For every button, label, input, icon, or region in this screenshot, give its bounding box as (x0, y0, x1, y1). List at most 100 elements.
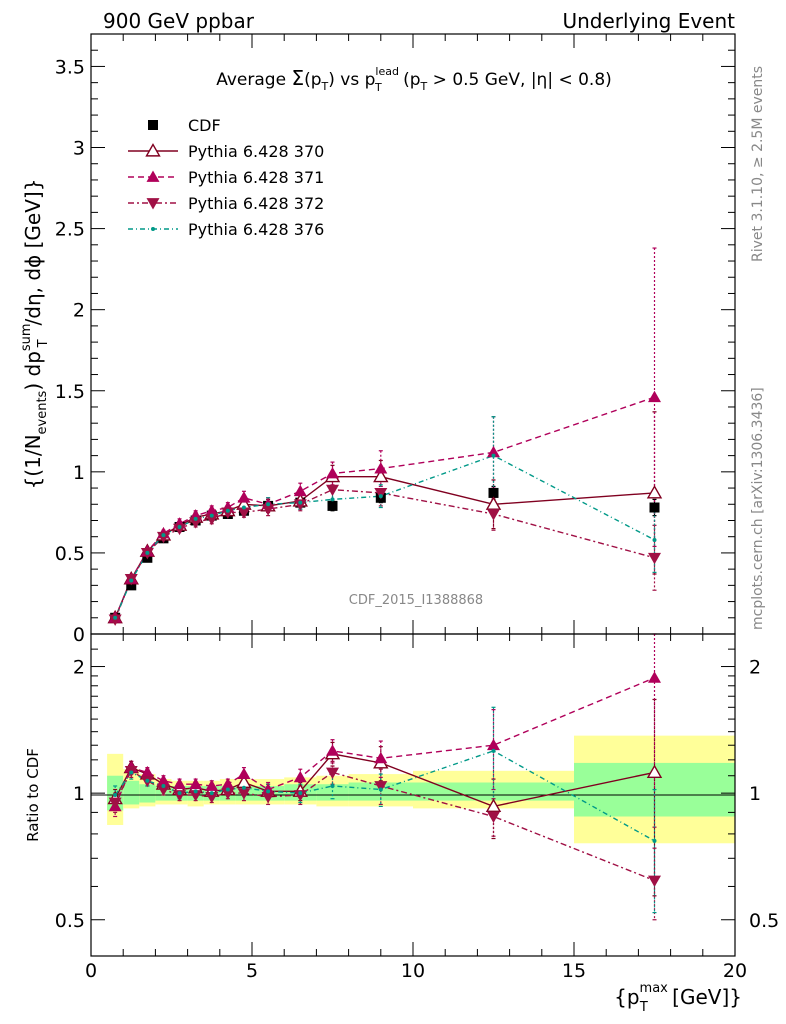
ratio-line-pythia-6.428-376 (114, 750, 655, 842)
title-sigma-sub: T (321, 80, 329, 93)
title-cut-rest: > 0.5 GeV, |η| < 0.8) (427, 70, 612, 90)
main-point-2 (648, 552, 661, 565)
main-line-pythia-6.428-376 (114, 454, 655, 619)
main-point-3 (225, 508, 230, 513)
ylabel-sub-T: T (36, 339, 51, 348)
ylabel-part-b: ) dp (21, 351, 45, 391)
xlabel-part-b: [GeV]} (666, 985, 742, 1009)
main-y-tick-label: 2.5 (55, 219, 85, 241)
ratio-inner-band (123, 780, 140, 805)
ratio-point-1 (648, 671, 661, 683)
ratio-point-2 (293, 790, 307, 802)
legend-label: CDF (188, 116, 221, 135)
main-markers (107, 390, 663, 626)
ratio-y-axis-label: Ratio to CDF (24, 748, 42, 842)
main-point-1 (326, 466, 339, 479)
main-point-2 (205, 513, 219, 526)
ratio-y-tick-label-right: 0.5 (749, 910, 779, 932)
ratio-point-0 (485, 798, 502, 812)
ratio-point-2 (156, 784, 170, 797)
legend-marker (146, 198, 160, 210)
ratio-point-2 (189, 790, 203, 802)
cdf-data-point (327, 500, 338, 511)
ratio-point-3 (330, 783, 335, 788)
ratio-y-tick-label-left: 0.5 (55, 910, 85, 932)
xlabel-sup-max: max (640, 981, 669, 996)
main-y-axis-label: {(1/Nevents) dpsum T/dη, dϕ [GeV]} (19, 179, 51, 490)
ratio-axis-ticks (90, 634, 736, 956)
main-point-3 (193, 516, 198, 521)
ratio-point-2 (326, 767, 339, 779)
main-y-tick-label: 1.5 (55, 381, 85, 403)
ratio-inner-band (316, 784, 349, 801)
ratio-y-tick-label-left: 2 (73, 657, 85, 679)
title-vs: vs p (335, 70, 376, 90)
main-error-bars (113, 247, 657, 622)
ratio-point-1 (326, 744, 339, 756)
ratio-y-tick-label-right: 1 (749, 783, 761, 805)
x-axis-label: {pmax T [GeV]} (614, 981, 742, 1015)
ratio-point-3 (113, 792, 118, 797)
main-point-2 (156, 531, 170, 544)
ratio-line-pythia-6.428-372 (114, 769, 655, 882)
main-point-3 (241, 505, 246, 510)
header-right-label: Underlying Event (562, 9, 735, 33)
main-point-2 (237, 507, 251, 519)
rivet-version-label: Rivet 3.1.10, ≥ 2.5M events (750, 66, 766, 262)
ratio-point-1 (205, 779, 219, 791)
legend-marker (148, 120, 158, 130)
ratio-point-1 (140, 765, 154, 778)
ratio-markers (107, 671, 663, 887)
main-y-tick-label: 0.5 (55, 543, 85, 565)
ratio-point-3 (491, 748, 496, 753)
main-point-3 (113, 615, 118, 620)
ratio-point-3 (266, 789, 271, 794)
main-point-2 (108, 614, 122, 626)
main-axis-ticks (90, 34, 736, 635)
main-y-tick-label: 3 (73, 138, 85, 160)
ratio-point-3 (209, 791, 214, 796)
ratio-point-1 (221, 777, 235, 790)
main-point-1 (648, 390, 661, 403)
main-point-2 (189, 517, 203, 529)
main-point-2 (374, 488, 388, 500)
ylabel-sup-sum: sum (19, 323, 34, 351)
main-point-3 (378, 494, 383, 499)
main-point-3 (298, 500, 303, 505)
main-point-2 (173, 523, 187, 536)
x-tick-label: 5 (246, 960, 258, 982)
main-point-3 (177, 524, 182, 529)
cdf-data-point (488, 487, 499, 498)
ratio-point-3 (193, 789, 198, 794)
main-title: Average Σ(pT) vs plead T (pT > 0.5 GeV, |… (216, 65, 612, 94)
legend-label: Pythia 6.428 372 (188, 194, 324, 213)
main-point-1 (205, 504, 219, 516)
main-point-1 (374, 462, 388, 474)
cdf-data-point (649, 502, 660, 513)
main-point-3 (161, 533, 166, 538)
ratio-point-2 (261, 791, 275, 804)
ratio-point-1 (487, 738, 500, 751)
ratio-point-1 (237, 767, 251, 779)
ratio-y-tick-label-right: 2 (749, 657, 761, 679)
xlabel-sub-T: T (639, 1000, 648, 1015)
main-point-3 (491, 453, 496, 458)
ratio-point-1 (173, 777, 187, 790)
title-vs-sup: lead (375, 65, 399, 78)
legend-label: Pythia 6.428 376 (188, 220, 324, 239)
header-left-label: 900 GeV ppbar (103, 9, 255, 33)
x-tick-label: 0 (85, 960, 97, 982)
legend-label: Pythia 6.428 370 (188, 142, 324, 161)
ylabel-part-c: /dη, dϕ [GeV]} (21, 179, 45, 326)
main-y-tick-label: 1 (73, 462, 85, 484)
mcplots-source-label: mcplots.cern.ch [arXiv:1306.3436] (750, 387, 766, 630)
title-vs-sub: T (374, 81, 382, 94)
legend-marker (146, 170, 160, 182)
main-y-tick-label: 0 (73, 624, 85, 646)
ratio-point-2 (173, 790, 187, 802)
legend-marker (151, 227, 155, 231)
ratio-point-1 (156, 774, 170, 786)
ratio-point-3 (298, 791, 303, 796)
ratio-point-2 (648, 875, 661, 887)
